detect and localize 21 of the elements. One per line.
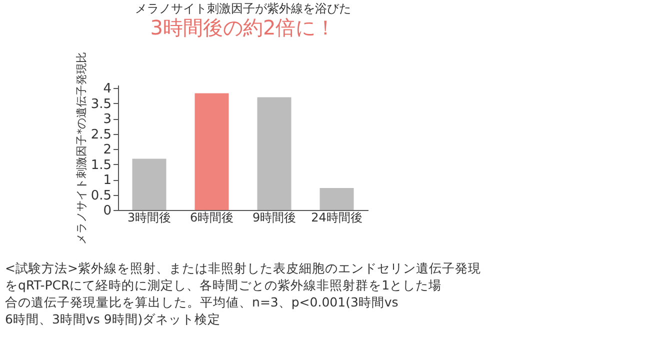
chart-title: メラノサイト刺激因子が紫外線を浴びた <box>135 1 351 16</box>
bar <box>257 97 292 210</box>
y-tick-label: 1 <box>103 173 112 188</box>
bar <box>194 93 229 210</box>
y-tick-label: 0 <box>103 204 112 218</box>
y-tick-label: 1.5 <box>90 158 112 173</box>
x-tick-label: 6時間後 <box>190 210 234 224</box>
y-tick-label: 2 <box>103 142 112 158</box>
bar <box>320 188 354 210</box>
text: <試験方法>紫外線を照射、または非照射した表皮細胞のエンドセリン遺伝子発現をqRT-PCRにて経時的に測定し、各時間ごとの紫外線非照射群を1とした場合の遺伝子発現量比を算出した。平均値、n=3、p<0.001(3時間vs 6時間、3時間vs 9時間)ダネット検定 <box>5 260 481 326</box>
y-tick-label: 3.5 <box>90 96 112 112</box>
y-tick-label: 2.5 <box>90 127 112 142</box>
x-tick-label: 3時間後 <box>127 210 172 224</box>
y-tick-label: 0.5 <box>90 188 112 204</box>
x-tick-label: 24時間後 <box>311 210 362 224</box>
y-tick-label: 3 <box>103 112 112 128</box>
bar <box>132 158 166 210</box>
y-axis-title: メラノサイト刺激因子*の遺伝子発現比 <box>74 52 88 244</box>
x-tick-label: 9時間後 <box>252 210 296 224</box>
chart-subtitle: 3時間後の約2倍に！ <box>150 15 336 40</box>
y-tick-label: 4 <box>103 82 112 97</box>
